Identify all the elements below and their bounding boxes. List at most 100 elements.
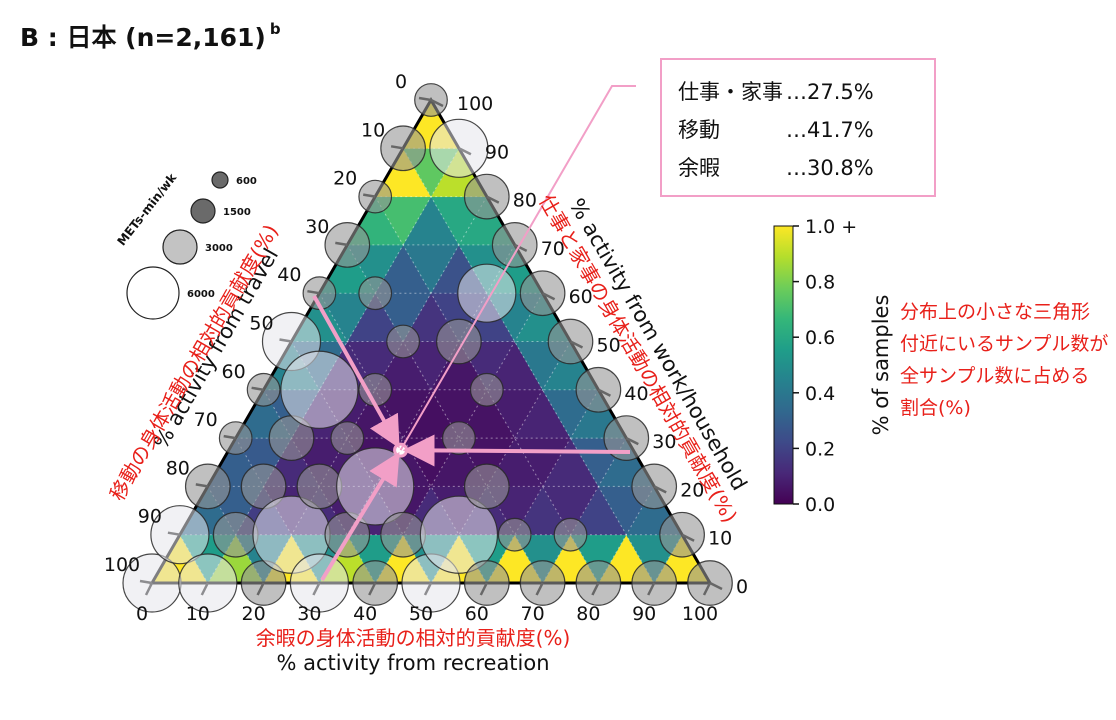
left-tick-label: 0	[395, 71, 407, 93]
grid-line	[486, 389, 599, 584]
mean-breakdown-box: 仕事・家事 …27.5% 移動 …41.7% 余暇 …30.8%	[660, 58, 936, 197]
bottom-tick-label: 60	[465, 603, 489, 625]
right-tick-label: 20	[680, 479, 704, 501]
bubble-marker	[212, 511, 259, 558]
heading-superscript: b	[269, 19, 281, 38]
bottom-tick-label: 40	[353, 603, 377, 625]
colorbar-axis-label: % of samples	[869, 295, 893, 436]
colorbar: 0.0 0.2 0.4 0.6 0.8 1.0 + % of samples 分布上の小さな三…	[773, 216, 1108, 516]
left-tick-label: 90	[138, 506, 162, 528]
size-legend-circle	[211, 171, 229, 189]
right-tick-label: 70	[541, 238, 565, 260]
right-tick-label: 50	[597, 335, 621, 357]
bubble-marker	[463, 560, 510, 606]
info-value-travel: …41.7%	[786, 118, 874, 142]
bottom-tick-label: 50	[409, 603, 433, 625]
bubble-marker	[380, 511, 426, 558]
info-label-work: 仕事・家事	[678, 80, 783, 104]
bubble-marker	[436, 318, 482, 365]
bottom-tick-label: 10	[186, 603, 210, 625]
colorbar-note-line: 全サンプル数に占める	[900, 365, 1089, 387]
bottom-tick-label: 100	[682, 603, 718, 625]
bubble-marker	[289, 553, 350, 613]
info-row-work: 仕事・家事 …27.5%	[678, 76, 874, 106]
bubble-marker	[553, 517, 588, 552]
bubble-marker	[429, 118, 489, 178]
size-legend-circle	[190, 198, 216, 224]
grid-line	[402, 148, 655, 584]
bottom-tick-label: 0	[136, 603, 148, 625]
heading-text: B : 日本 (n=2,161)	[20, 23, 266, 52]
bottom-axis-title-ja: 余暇の身体活動の相対的貢献度(%)	[256, 626, 571, 650]
size-legend-label: 600	[236, 176, 257, 187]
annotation-arrow	[320, 451, 400, 582]
right-tick-label: 30	[652, 431, 676, 453]
size-legend-circle	[126, 266, 180, 320]
colorbar-note-line: 付近にいるサンプル数が	[900, 333, 1108, 355]
left-tick-label: 50	[249, 313, 273, 335]
right-tick-label: 80	[513, 190, 537, 212]
bottom-axis-title: % activity from recreation	[276, 651, 549, 675]
bubble-marker	[419, 495, 499, 574]
bubble-marker	[280, 350, 359, 429]
colorbar-note-line: 分布上の小さな三角形	[900, 301, 1090, 323]
right-tick-label: 0	[736, 576, 748, 598]
bubble-marker	[352, 560, 399, 606]
colorbar-bar	[773, 225, 794, 505]
bubble-marker	[218, 421, 253, 455]
colorbar-tick-label: 1.0 +	[805, 216, 857, 238]
right-tick-label: 60	[569, 286, 593, 308]
bubble-marker	[491, 222, 538, 268]
bubble-marker	[442, 421, 476, 455]
info-row-travel: 移動 …41.7%	[678, 114, 874, 144]
annotation-arrow	[312, 295, 400, 449]
bubble-marker	[184, 463, 231, 510]
info-value-recreation: …30.8%	[786, 156, 874, 180]
left-tick-label: 40	[277, 264, 301, 286]
bubble-marker	[330, 421, 365, 455]
bubble-marker	[519, 560, 566, 606]
bubble-marker	[547, 318, 594, 365]
size-legend-label: 6000	[187, 289, 215, 300]
right-tick-label: 40	[624, 383, 648, 405]
bubble-marker	[246, 372, 281, 407]
bubble-marker	[603, 415, 650, 461]
annotation-arrow	[402, 434, 631, 467]
left-tick-label: 60	[222, 361, 246, 383]
info-label-recreation: 余暇	[678, 156, 720, 180]
bubble-marker	[386, 324, 420, 359]
left-tick-label: 80	[166, 457, 190, 479]
bubble-marker	[457, 263, 517, 323]
bubble-marker	[358, 276, 393, 311]
grid-line	[430, 341, 571, 584]
bubble-marker	[631, 463, 678, 510]
bubble-marker	[575, 560, 622, 606]
bubble-marker	[324, 222, 371, 268]
annotation-arrows	[312, 85, 636, 582]
right-tick-label: 10	[708, 528, 732, 550]
bubble-marker	[631, 560, 678, 606]
colorbar-note-line: 割合(%)	[900, 397, 971, 419]
colorbar-tick-label: 0.2	[805, 438, 835, 460]
info-row-recreation: 余暇 …30.8%	[678, 152, 874, 182]
bubble-marker	[497, 517, 532, 552]
bubble-marker	[358, 179, 393, 214]
size-legend-label: 3000	[205, 243, 233, 254]
left-tick-label: 20	[333, 168, 357, 190]
colorbar-tick-label: 0.6	[805, 327, 835, 349]
bubble-marker	[687, 560, 733, 606]
left-tick-label: 100	[104, 554, 140, 576]
grid-line	[374, 292, 544, 584]
bubble-marker	[575, 366, 622, 413]
bubble-marker	[296, 463, 343, 510]
grid-line	[318, 292, 488, 584]
chart-heading: B : 日本 (n=2,161) b	[20, 18, 281, 54]
bottom-tick-label: 80	[576, 603, 600, 625]
bubble-marker	[463, 463, 510, 510]
info-label-travel: 移動	[678, 118, 720, 142]
bubble-marker	[519, 270, 566, 317]
left-tick-label: 30	[305, 216, 329, 238]
bottom-tick-label: 20	[242, 603, 266, 625]
left-tick-label: 70	[194, 409, 218, 431]
